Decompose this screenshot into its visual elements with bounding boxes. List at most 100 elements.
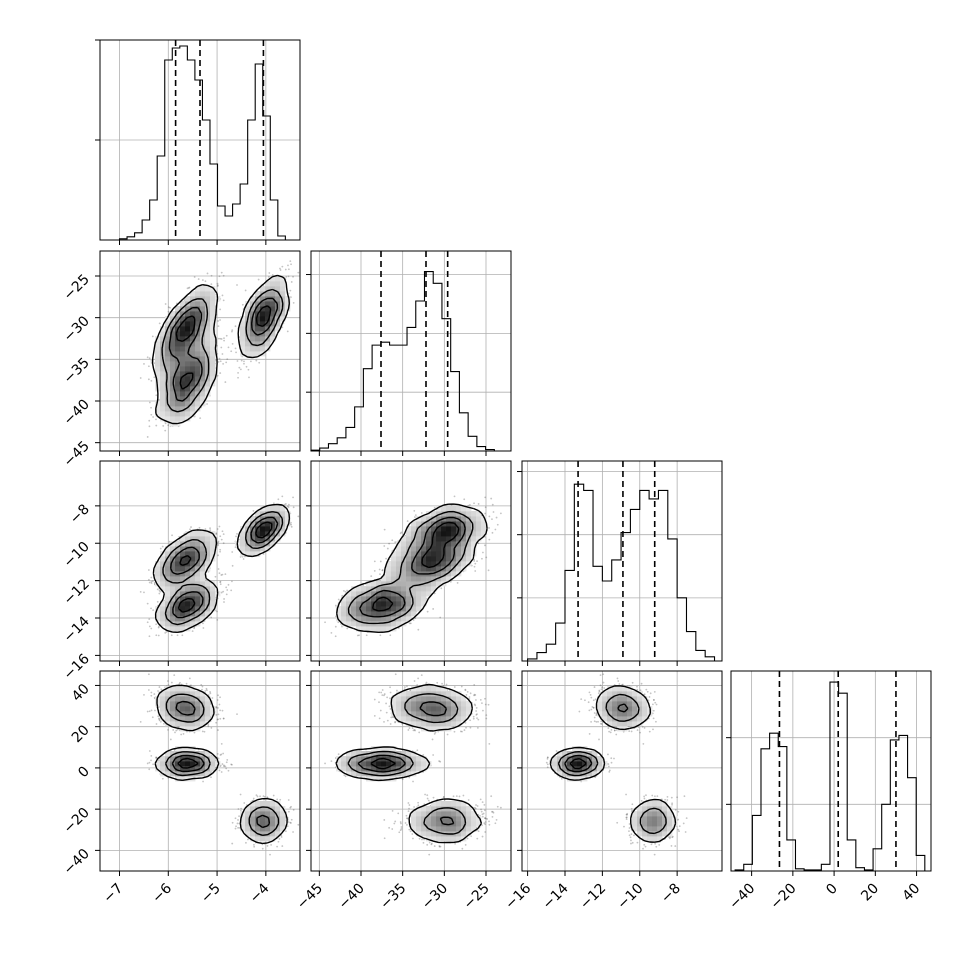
- contour-line: [151, 274, 290, 425]
- density-cell: [597, 706, 603, 712]
- density-cell: [396, 701, 402, 707]
- density-cell: [396, 616, 402, 622]
- sample-point: [245, 365, 248, 368]
- density-cell: [190, 356, 196, 362]
- contour-line: [154, 684, 288, 845]
- density-cell: [632, 816, 638, 822]
- density-cell: [155, 361, 161, 367]
- density-cell: [401, 771, 407, 777]
- density-cell: [436, 556, 442, 562]
- density-cell: [200, 771, 206, 777]
- sample-point: [215, 533, 218, 535]
- density-cell: [210, 316, 216, 322]
- density-cell: [411, 571, 417, 577]
- density-cell: [637, 806, 643, 812]
- sample-point: [587, 701, 590, 704]
- density-cell: [411, 566, 417, 572]
- sample-point: [472, 717, 475, 720]
- x-tick-label: 40: [899, 881, 923, 905]
- density-cell: [160, 326, 166, 332]
- sample-point: [226, 759, 229, 761]
- density-cell: [250, 806, 256, 812]
- sample-point: [379, 709, 382, 712]
- sample-point: [650, 843, 653, 846]
- density-cell: [200, 566, 206, 572]
- density-cell: [285, 296, 291, 302]
- density-cell: [396, 706, 402, 712]
- density-cell: [245, 331, 251, 337]
- sample-point: [277, 840, 280, 843]
- sample-point: [193, 276, 196, 278]
- density-cell: [376, 616, 382, 622]
- sample-point: [499, 512, 502, 515]
- density-cell: [190, 326, 196, 332]
- density-cell: [180, 546, 186, 552]
- sample-point: [190, 526, 192, 528]
- sample-point: [199, 417, 202, 420]
- sample-point: [595, 720, 598, 723]
- density-cell: [572, 746, 578, 752]
- sample-point: [488, 742, 491, 745]
- density-cell: [421, 556, 427, 562]
- density-cell: [466, 531, 472, 537]
- density-cell: [461, 826, 467, 832]
- density-cell: [210, 606, 216, 612]
- density-cell: [466, 551, 472, 557]
- density-cell: [451, 531, 457, 537]
- sample-point: [217, 729, 219, 731]
- density-cell: [280, 291, 286, 297]
- sample-point: [290, 822, 292, 824]
- density-cell: [376, 751, 382, 757]
- density-cell: [426, 551, 432, 557]
- y-tick-label: −16: [61, 651, 93, 683]
- density-cell: [160, 361, 166, 367]
- sample-point: [223, 339, 225, 342]
- sample-point: [217, 540, 220, 543]
- density-cell: [185, 316, 191, 322]
- sample-point: [237, 371, 239, 374]
- sample-point: [628, 823, 631, 825]
- density-cell: [260, 546, 266, 552]
- density-cell: [240, 536, 246, 542]
- sample-point: [280, 836, 283, 838]
- density-cell: [607, 706, 613, 712]
- sample-point: [379, 634, 382, 637]
- density-cell: [200, 356, 206, 362]
- density-cell: [416, 536, 422, 542]
- density-cell: [210, 331, 216, 337]
- sample-point: [408, 804, 411, 806]
- density-cell: [642, 701, 648, 707]
- density-cell: [190, 306, 196, 312]
- density-cell: [391, 581, 397, 587]
- sample-point: [405, 814, 408, 817]
- density-cell: [401, 566, 407, 572]
- sample-point: [225, 361, 228, 364]
- density-cell: [652, 836, 658, 842]
- density-cell: [190, 571, 196, 577]
- density-cell: [195, 301, 201, 307]
- density-cell: [200, 296, 206, 302]
- sample-point: [150, 580, 153, 583]
- density-cell: [205, 551, 211, 557]
- density-cell: [466, 706, 472, 712]
- density-cell: [391, 616, 397, 622]
- density-cell: [451, 511, 457, 517]
- density-cell: [265, 521, 271, 527]
- sample-point: [222, 590, 225, 593]
- density-cell: [356, 751, 362, 757]
- sample-point: [205, 687, 208, 690]
- sample-point: [231, 551, 234, 553]
- sample-point: [148, 768, 151, 771]
- density-cell: [647, 801, 653, 807]
- density-cell: [416, 546, 422, 552]
- density-cell: [446, 506, 452, 512]
- density-cell: [647, 836, 653, 842]
- density-cell: [582, 766, 588, 772]
- sample-point: [593, 712, 596, 714]
- sample-point: [389, 697, 391, 700]
- density-cell: [476, 531, 482, 537]
- density-cell: [562, 766, 568, 772]
- sample-point: [220, 771, 223, 773]
- density-cell: [160, 366, 166, 372]
- pair-panel-frame-1-0: [99, 250, 301, 452]
